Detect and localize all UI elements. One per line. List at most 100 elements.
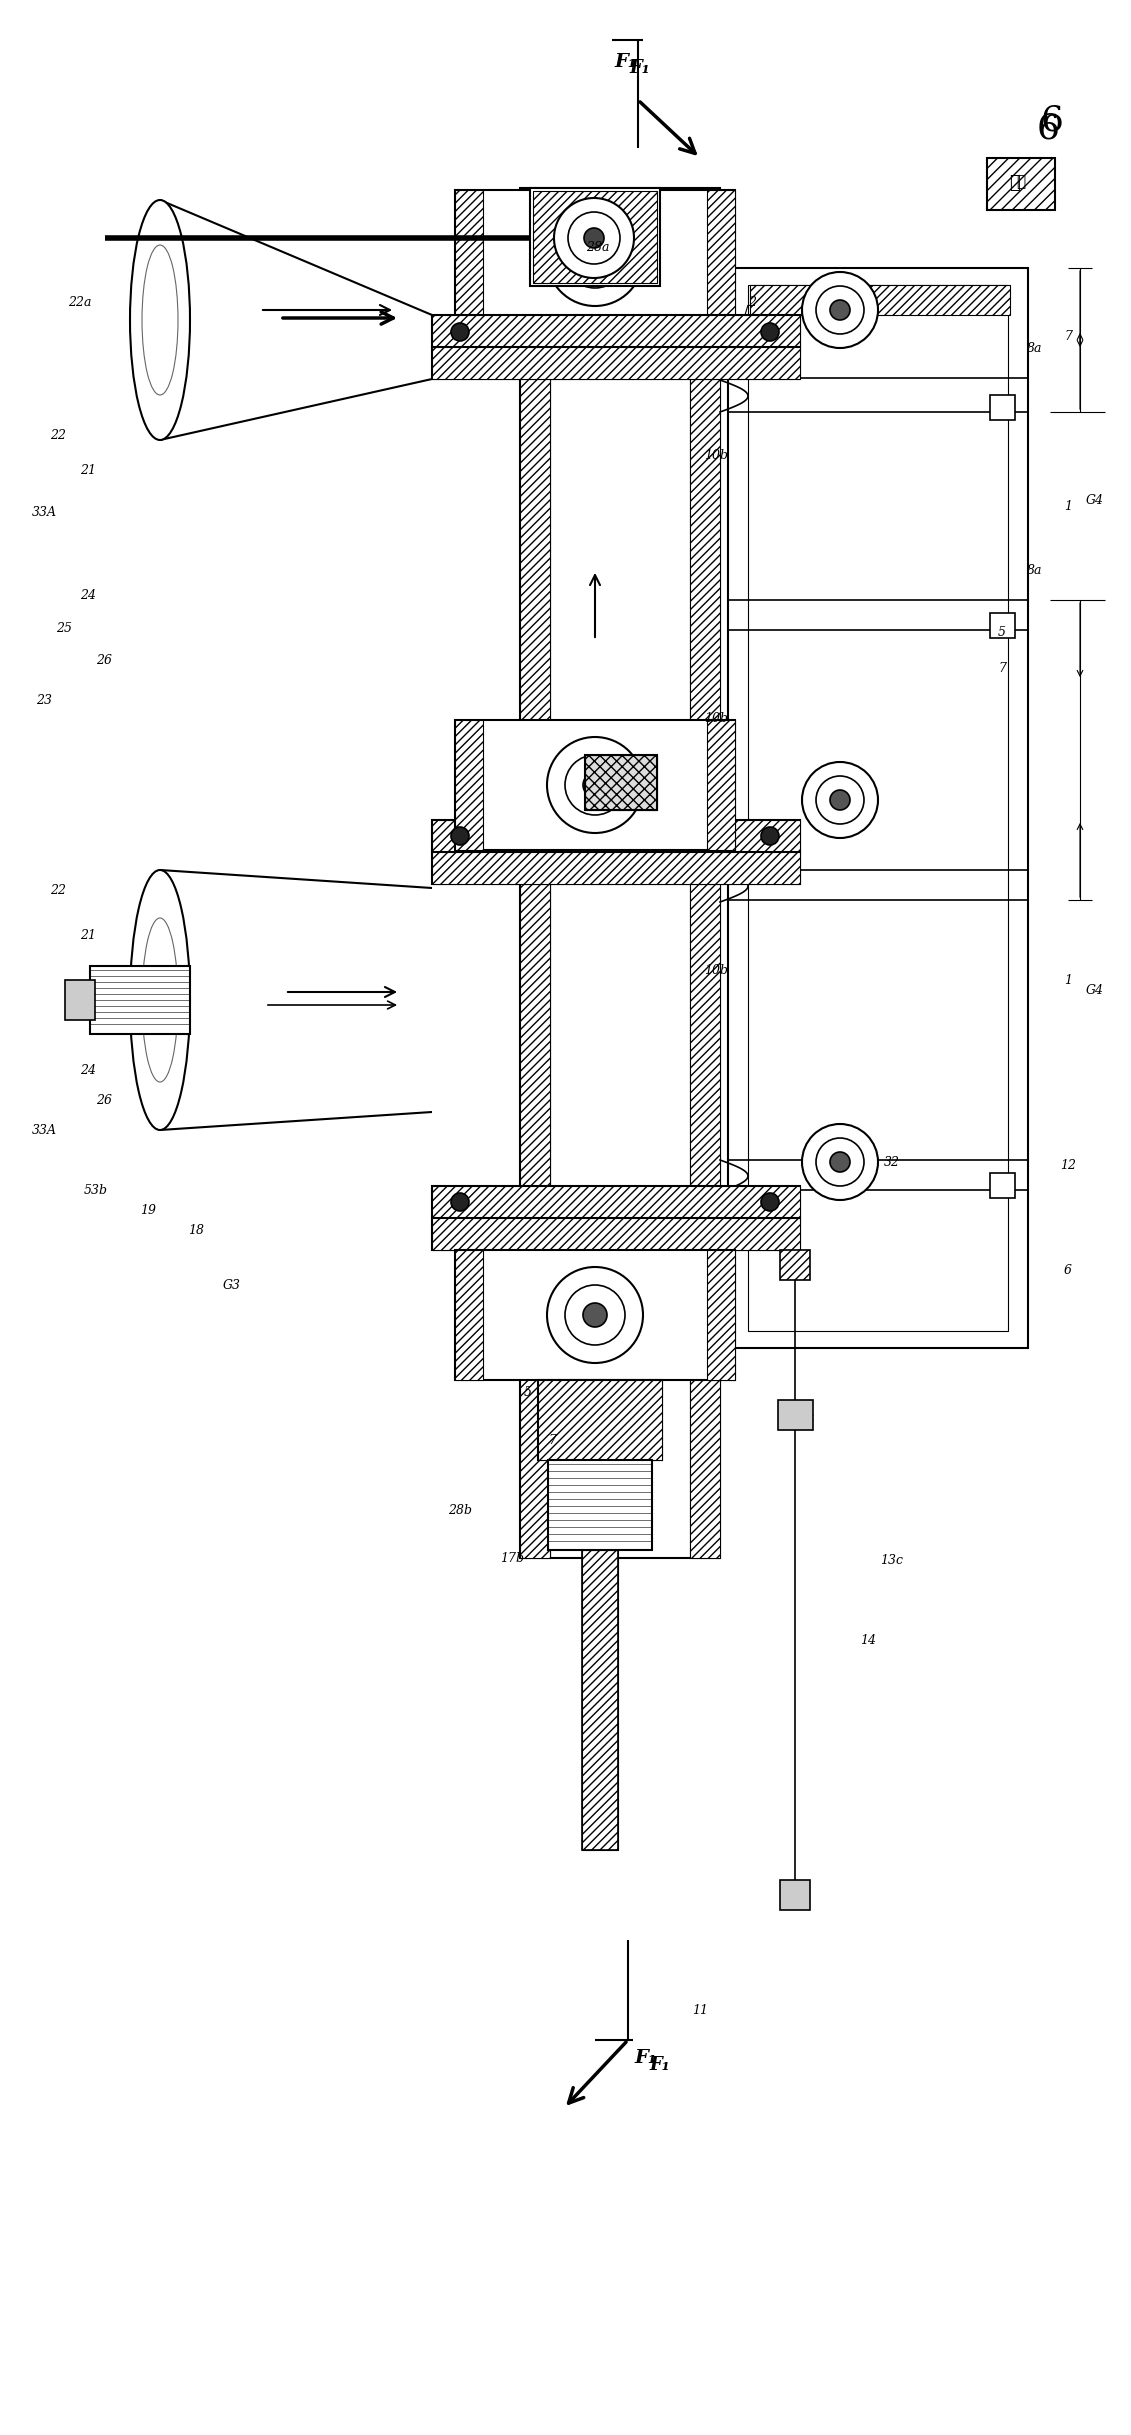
Circle shape [582,772,607,796]
Circle shape [830,789,851,811]
Text: 22: 22 [50,884,66,896]
Circle shape [554,197,634,278]
Text: 6: 6 [1041,102,1063,136]
Circle shape [451,1193,469,1210]
Circle shape [830,1152,851,1171]
Bar [432,314,800,348]
Bar [432,1186,800,1218]
Text: 11: 11 [692,2004,708,2016]
Bar [549,1461,651,1551]
Text: 13c: 13c [881,1554,904,1566]
Text: 8a: 8a [1027,562,1043,577]
Text: 21: 21 [80,928,96,942]
Text: 24: 24 [80,589,96,601]
Bar [455,721,735,850]
Text: 6: 6 [1037,112,1060,146]
Text: 10b: 10b [703,448,728,463]
Bar [520,187,720,1558]
Bar [432,1218,800,1249]
Text: F₁: F₁ [634,2048,657,2067]
Text: 5: 5 [998,626,1005,638]
Bar [432,821,800,852]
Bar [748,285,1008,1332]
Bar [533,190,657,282]
Bar [530,187,661,285]
Bar [987,158,1055,209]
Bar [990,394,1015,419]
Text: 23: 23 [36,694,52,706]
Bar [455,1249,735,1381]
Text: 14: 14 [860,1634,877,1646]
Bar [432,314,800,348]
Circle shape [547,1266,644,1364]
Text: 33A: 33A [32,1123,57,1137]
Text: 22: 22 [50,429,66,441]
Circle shape [582,246,607,270]
Text: 7: 7 [549,1434,556,1446]
Bar [432,852,800,884]
Text: 28b: 28b [448,1502,472,1517]
Bar [778,1400,813,1429]
Bar [728,268,1028,1349]
Text: 26: 26 [96,1093,112,1105]
Text: 10b: 10b [703,964,728,976]
Circle shape [582,1303,607,1327]
Bar [432,348,800,380]
Bar [455,721,483,850]
Text: 6: 6 [1064,1264,1072,1276]
Text: 图: 图 [1010,173,1020,192]
Bar [455,190,735,324]
Bar [432,852,800,884]
Circle shape [547,738,644,833]
Circle shape [815,777,864,823]
Bar [585,755,657,811]
Text: 24: 24 [80,1064,96,1076]
Bar [432,821,800,852]
Bar [64,979,95,1020]
Circle shape [451,828,469,845]
Bar [780,1249,810,1281]
Circle shape [566,1286,625,1344]
Bar [432,1218,800,1249]
Circle shape [761,324,779,341]
Text: 10b: 10b [703,711,728,726]
Text: 5: 5 [524,1386,532,1398]
Text: 7: 7 [1064,329,1072,343]
Ellipse shape [143,918,178,1081]
Bar [538,1381,662,1461]
Circle shape [802,762,878,838]
Bar [750,285,1010,314]
Circle shape [566,229,625,287]
Bar [690,187,720,1558]
Text: 21: 21 [80,463,96,477]
Bar [582,1551,618,1851]
Circle shape [802,1125,878,1200]
Bar [432,1186,800,1218]
Text: F₁: F₁ [649,2055,671,2075]
Bar [780,1880,810,1909]
Text: 图: 图 [1017,175,1026,190]
Text: 1: 1 [1064,974,1072,986]
Bar [707,190,735,324]
Bar [707,721,735,850]
Circle shape [815,285,864,334]
Circle shape [568,212,620,263]
Text: 32: 32 [884,1157,900,1169]
Circle shape [761,1193,779,1210]
Text: G3: G3 [223,1278,241,1291]
Text: 33A: 33A [32,506,57,519]
Bar [90,967,190,1035]
Text: 28a: 28a [586,241,610,253]
Bar [538,1381,662,1461]
Circle shape [584,229,604,248]
Text: 26: 26 [96,653,112,667]
Ellipse shape [130,869,190,1130]
Text: 25: 25 [57,621,72,636]
Text: 1: 1 [1064,499,1072,511]
Text: 19: 19 [140,1203,156,1218]
Bar [520,187,550,1558]
Bar [990,614,1015,638]
Bar [455,1249,483,1381]
Text: F₁: F₁ [630,58,650,78]
Circle shape [830,300,851,319]
